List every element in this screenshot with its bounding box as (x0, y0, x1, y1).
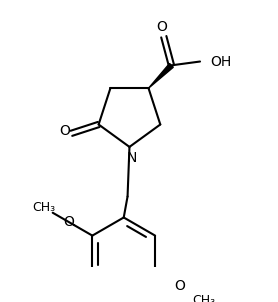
Text: N: N (126, 151, 136, 165)
Text: O: O (59, 124, 70, 138)
Polygon shape (148, 63, 173, 88)
Text: CH₃: CH₃ (32, 201, 55, 214)
Text: CH₃: CH₃ (192, 294, 216, 302)
Text: OH: OH (211, 55, 232, 69)
Text: O: O (174, 279, 185, 293)
Text: O: O (63, 215, 74, 229)
Text: O: O (157, 20, 167, 34)
